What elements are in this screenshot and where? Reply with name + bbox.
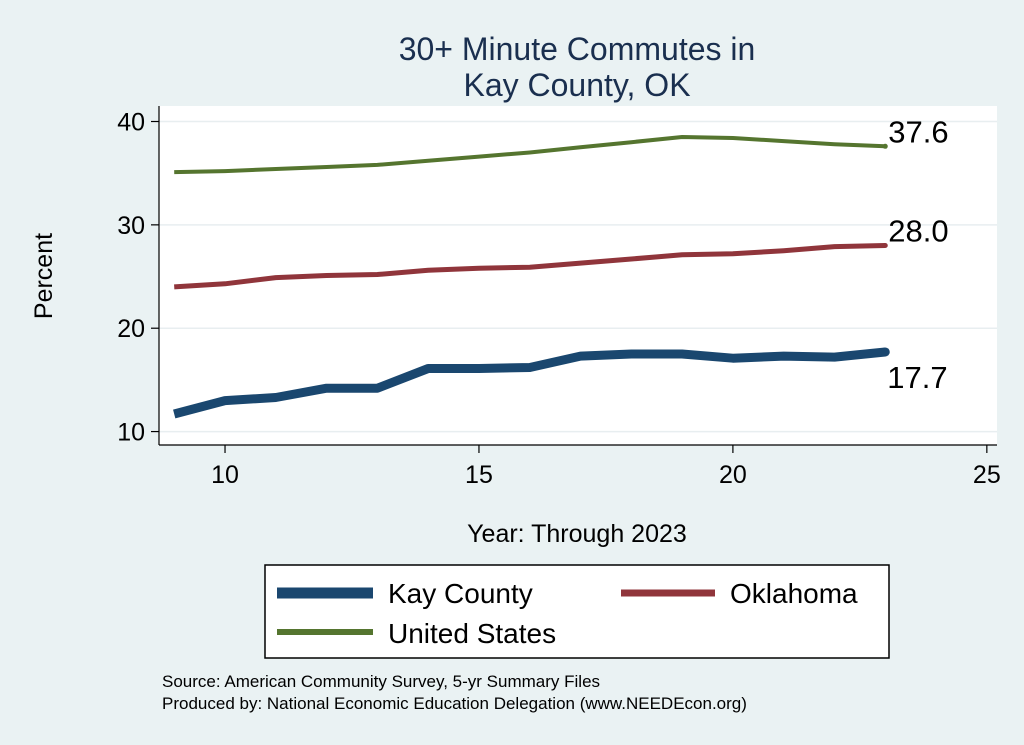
legend-box	[264, 564, 890, 659]
y-axis-label: Percent	[30, 233, 58, 319]
y-tick-label-10: 10	[117, 419, 145, 447]
chart-title-line-2: Kay County, OK	[463, 67, 690, 103]
legend: Kay County Oklahoma United States	[264, 564, 890, 659]
y-tick-label-20: 20	[117, 315, 145, 343]
end-labels: 17.7 28.0 37.6	[887, 114, 948, 395]
y-tick-label-40: 40	[117, 109, 145, 137]
gridlines	[159, 120, 997, 433]
source-note: Source: American Community Survey, 5-yr …	[162, 672, 600, 691]
x-tick-label-10: 10	[211, 461, 239, 489]
series-line-oklahoma	[174, 243, 886, 290]
x-tick-labels: 10 15 20 25	[211, 461, 1001, 489]
legend-label-kay-county: Kay County	[388, 578, 533, 609]
chart-title: 30+ Minute Commutes in Kay County, OK	[399, 31, 756, 103]
y-tick-label-30: 30	[117, 212, 145, 240]
axes	[151, 106, 997, 453]
x-axis-label: Year: Through 2023	[467, 520, 687, 548]
chart-title-line-1: 30+ Minute Commutes in	[399, 31, 756, 67]
end-point-kay-county	[880, 347, 890, 357]
y-tick-labels: 10 20 30 40	[117, 109, 145, 447]
end-label-kay-county: 17.7	[887, 360, 947, 395]
legend-label-united-states: United States	[388, 618, 556, 649]
legend-label-oklahoma: Oklahoma	[730, 578, 858, 609]
series-line-kay-county	[173, 347, 886, 419]
x-tick-label-15: 15	[465, 461, 493, 489]
end-point-united-states	[882, 143, 888, 149]
end-point-oklahoma	[882, 243, 888, 249]
end-label-united-states: 37.6	[888, 114, 948, 149]
x-tick-label-25: 25	[973, 461, 1001, 489]
series-line-united-states	[174, 135, 886, 175]
series-lines	[173, 135, 890, 419]
end-label-oklahoma: 28.0	[888, 214, 948, 249]
producer-note: Produced by: National Economic Education…	[162, 694, 747, 713]
x-tick-label-20: 20	[719, 461, 747, 489]
